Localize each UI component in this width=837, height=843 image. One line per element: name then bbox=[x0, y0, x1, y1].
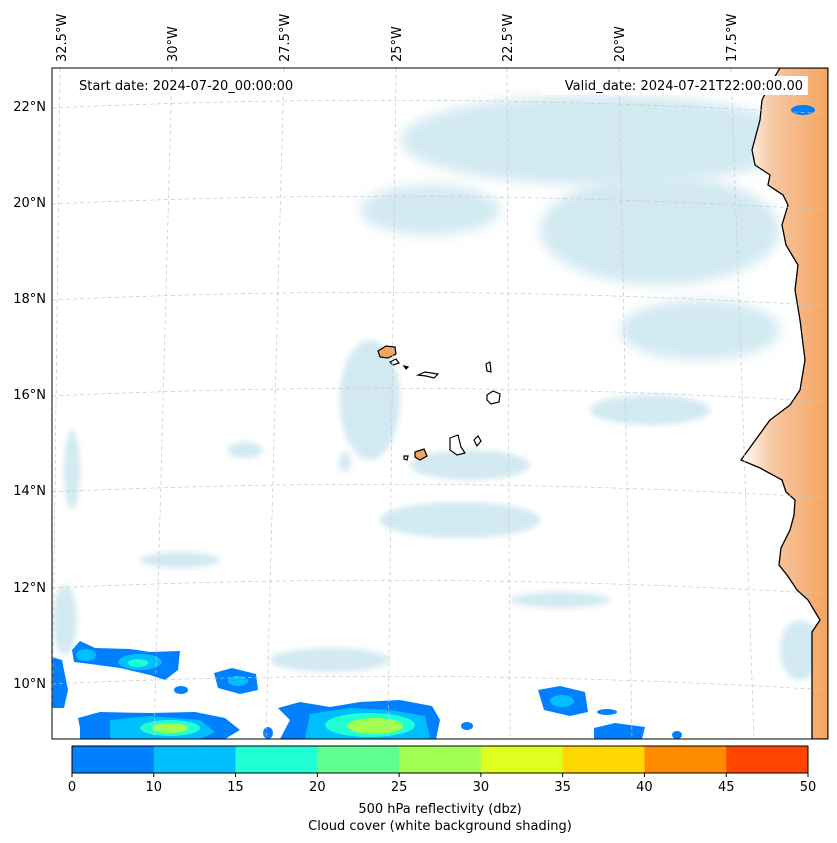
graticule bbox=[52, 68, 828, 739]
island-fogo bbox=[414, 448, 428, 461]
start-date-label: Start date: 2024-07-20_00:00:00 bbox=[79, 79, 293, 94]
island-maio bbox=[473, 435, 482, 448]
colorbar-swatch bbox=[562, 746, 645, 773]
colorbar-tick-label: 30 bbox=[473, 780, 490, 795]
parallel-12n bbox=[52, 579, 828, 595]
lon-label: 30°W bbox=[166, 26, 181, 62]
lat-label: 14°N bbox=[13, 484, 46, 499]
lat-label: 10°N bbox=[13, 677, 46, 692]
cell-3-peak bbox=[152, 723, 188, 733]
cape-verde-islands bbox=[377, 345, 501, 461]
africa-landmass bbox=[739, 68, 828, 739]
cell-7 bbox=[672, 731, 682, 739]
colorbar-swatch bbox=[235, 746, 318, 773]
cell-8 bbox=[461, 722, 473, 730]
cell-5-core bbox=[550, 695, 574, 707]
lon-label: 22.5°W bbox=[501, 14, 516, 62]
cell-5b bbox=[597, 709, 617, 715]
island-santo-antao bbox=[377, 345, 397, 359]
map-panel: Start date: 2024-07-20_00:00:00 Valid_da… bbox=[52, 68, 828, 739]
lat-label: 16°N bbox=[13, 388, 46, 403]
lat-label: 18°N bbox=[13, 292, 46, 307]
colorbar-frame bbox=[71, 745, 809, 774]
colorbar-sublabel: Cloud cover (white background shading) bbox=[308, 819, 572, 834]
lon-label: 17.5°W bbox=[725, 14, 740, 62]
cell-4-peak bbox=[347, 718, 403, 734]
cell-west-edge bbox=[52, 657, 68, 708]
lon-label: 32.5°W bbox=[55, 14, 70, 62]
colorbar-swatch bbox=[317, 746, 400, 773]
colorbar: 0 10 15 20 25 30 35 40 45 50 bbox=[68, 745, 817, 795]
island-santa-luzia bbox=[402, 365, 410, 370]
longitude-labels: 32.5°W 30°W 27.5°W 25°W 22.5°W 20°W 17.5… bbox=[55, 14, 740, 62]
inland-cell bbox=[791, 105, 815, 115]
colorbar-swatch bbox=[72, 746, 155, 773]
parallel-16n bbox=[52, 387, 828, 403]
colorbar-tick-label: 10 bbox=[146, 780, 163, 795]
cell-2-core bbox=[228, 676, 248, 686]
lon-label: 25°W bbox=[390, 26, 405, 62]
colorbar-label: 500 hPa reflectivity (dbz) bbox=[358, 802, 521, 817]
valid-date-label: Valid_date: 2024-07-21T22:00:00.00 bbox=[565, 79, 803, 94]
colorbar-swatch bbox=[480, 746, 564, 773]
island-sao-nicolau bbox=[415, 371, 440, 379]
colorbar-tick-label: 35 bbox=[554, 780, 571, 795]
colorbar-swatch bbox=[644, 746, 727, 773]
parallel-18n bbox=[52, 291, 828, 307]
cell-4b bbox=[263, 727, 273, 739]
colorbar-tick-label: 40 bbox=[636, 780, 653, 795]
reflectivity-cells bbox=[52, 641, 682, 739]
cloud-cover-shading bbox=[53, 95, 820, 680]
colorbar-tick-label: 0 bbox=[68, 780, 76, 795]
start-date-box bbox=[74, 76, 319, 95]
parallel-10n bbox=[52, 675, 828, 691]
cell-2b bbox=[174, 686, 188, 694]
colorbar-swatch bbox=[726, 746, 809, 773]
colorbar-tick-label: 25 bbox=[391, 780, 408, 795]
lat-label: 20°N bbox=[13, 196, 46, 211]
latitude-labels: 22°N 20°N 18°N 16°N 14°N 12°N 10°N bbox=[13, 100, 46, 692]
cell-1-peak bbox=[128, 659, 148, 667]
lat-label: 12°N bbox=[13, 581, 46, 596]
colorbar-swatch bbox=[153, 746, 237, 773]
lon-label: 27.5°W bbox=[278, 14, 293, 62]
colorbar-tick-label: 50 bbox=[800, 780, 817, 795]
island-sal bbox=[485, 361, 492, 373]
valid-date-box bbox=[540, 76, 808, 95]
parallel-14n bbox=[52, 483, 828, 499]
island-brava bbox=[403, 455, 409, 461]
parallel-22n bbox=[52, 99, 828, 115]
island-santiago bbox=[449, 434, 466, 456]
lat-label: 22°N bbox=[13, 100, 46, 115]
colorbar-tick-label: 20 bbox=[309, 780, 326, 795]
colorbar-tick-label: 45 bbox=[718, 780, 735, 795]
map-frame bbox=[51, 67, 829, 740]
colorbar-swatch bbox=[399, 746, 482, 773]
parallel-20n bbox=[52, 195, 828, 211]
colorbar-tick-label: 15 bbox=[227, 780, 244, 795]
lon-label: 20°W bbox=[613, 26, 628, 62]
island-boa-vista bbox=[486, 390, 501, 405]
cell-1b bbox=[76, 649, 96, 661]
